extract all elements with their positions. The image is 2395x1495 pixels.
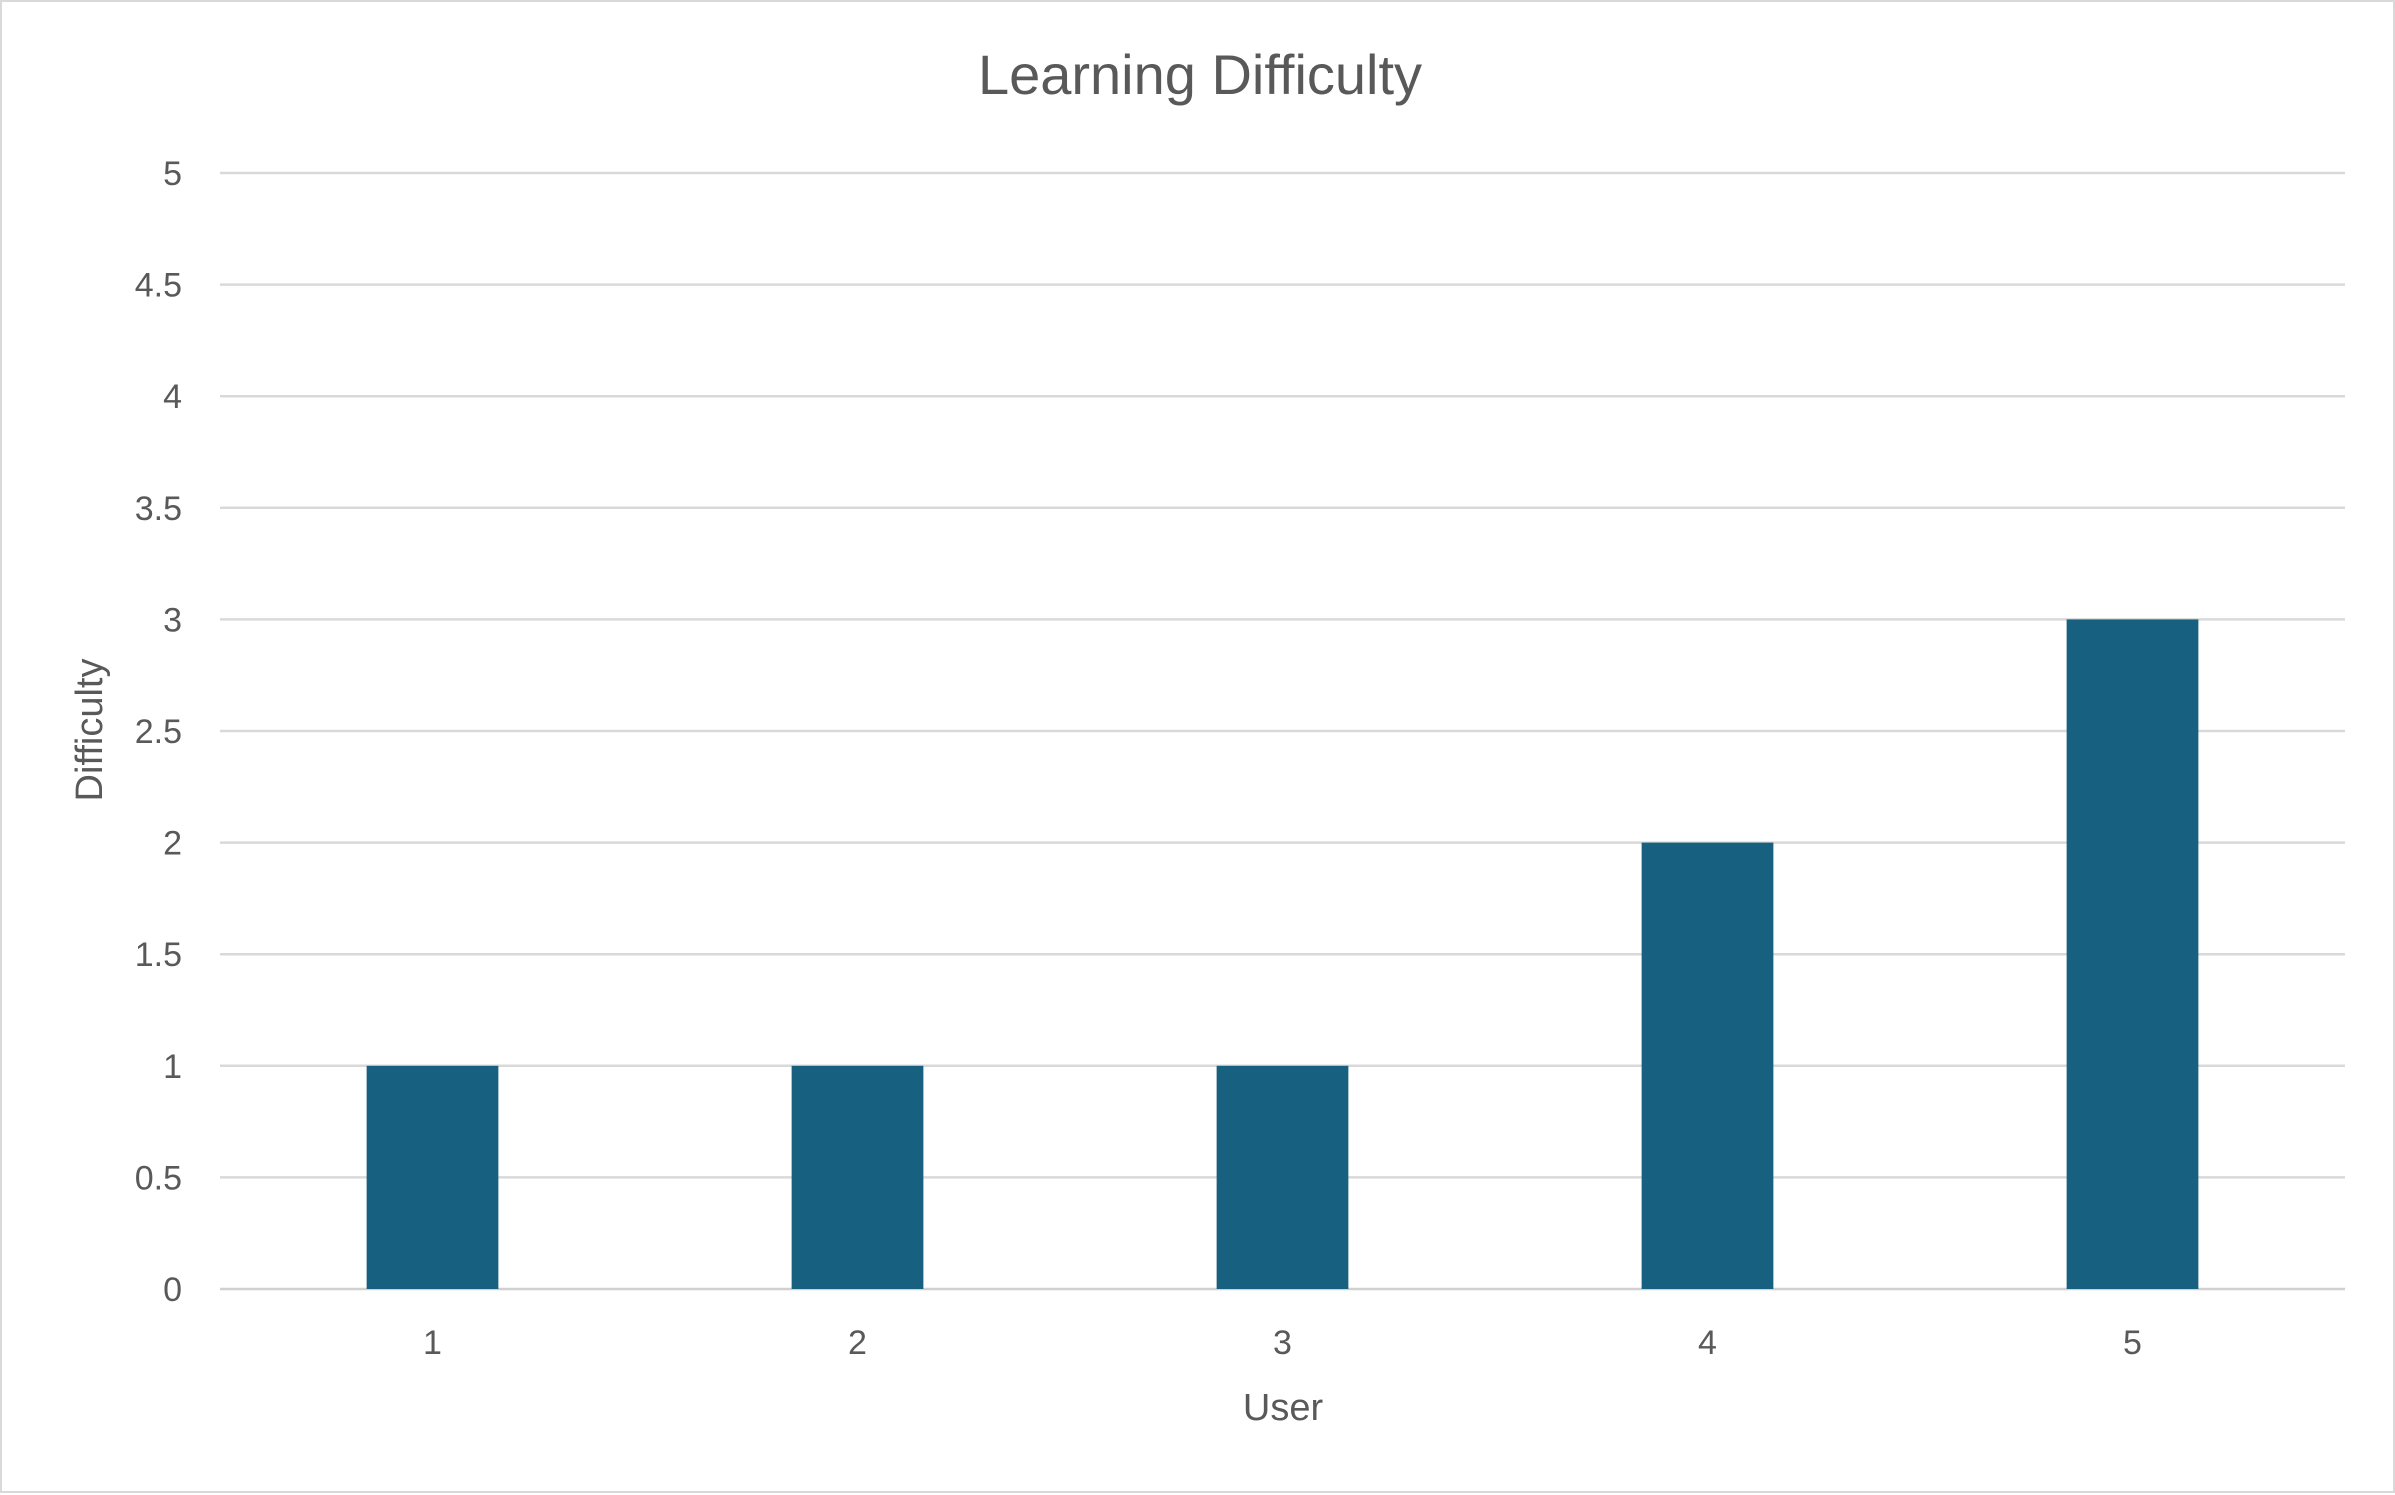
y-tick-label: 1 [163,1048,182,1086]
y-tick-label: 1.5 [135,936,182,974]
bar-user-3 [1216,1065,1349,1289]
x-tick-label: 5 [2123,1324,2142,1362]
gridlines [220,171,2345,1291]
bars [366,619,2199,1289]
y-tick-label: 4.5 [135,267,182,305]
x-axis-ticks: 1 2 3 4 5 [423,1324,2142,1362]
x-tick-label: 1 [423,1324,442,1362]
y-tick-label: 2 [163,825,182,863]
y-tick-label: 3.5 [135,490,182,528]
bar-user-5 [2066,619,2199,1289]
y-tick-label: 4 [163,378,182,416]
y-tick-label: 3 [163,601,182,639]
x-tick-label: 3 [1273,1324,1292,1362]
x-axis-title: User [1243,1387,1324,1429]
bar-user-2 [791,1065,924,1289]
y-tick-label: 5 [163,155,182,193]
y-axis-title: Difficulty [69,659,111,802]
y-axis-ticks: 0 0.5 1 1.5 2 2.5 3 3.5 4 4.5 5 [135,155,182,1309]
bar-user-4 [1641,842,1774,1289]
bar-user-1 [366,1065,499,1289]
x-tick-label: 2 [848,1324,867,1362]
chart-title: Learning Difficulty [978,43,1422,106]
y-tick-label: 0 [163,1271,182,1309]
x-tick-label: 4 [1698,1324,1717,1362]
y-tick-label: 2.5 [135,713,182,751]
y-tick-label: 0.5 [135,1159,182,1197]
